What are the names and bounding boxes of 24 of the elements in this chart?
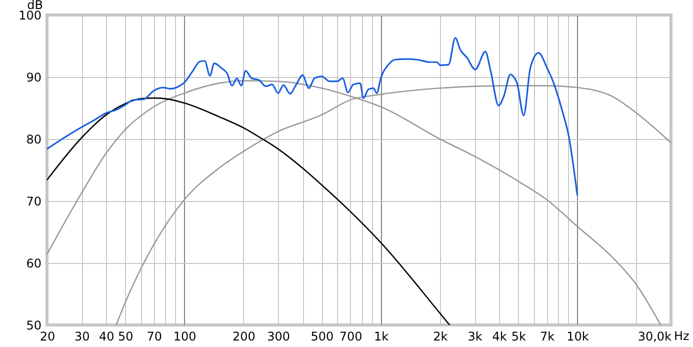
- x-tick-label: 700: [339, 330, 362, 344]
- x-tick-label: 7k: [540, 330, 555, 344]
- x-tick-label: 40: [99, 330, 114, 344]
- y-tick-label: 60: [26, 256, 42, 270]
- y-tick-label: 90: [26, 70, 42, 84]
- x-tick-label: 70: [146, 330, 162, 344]
- x-tick-label: 10k: [566, 330, 589, 344]
- x-tick-label: 200: [232, 330, 256, 344]
- x-tick-label: 5k: [511, 330, 526, 344]
- x-tick-label: 500: [310, 330, 334, 344]
- y-tick-label: 80: [26, 132, 42, 146]
- x-tick-label: 100: [173, 330, 196, 344]
- x-tick-label: 300: [267, 330, 290, 344]
- x-tick-label: 20: [40, 330, 56, 344]
- x-tick-label: 2k: [433, 330, 448, 344]
- x-tick-label: 1k: [374, 330, 389, 344]
- x-tick-label: 4k: [492, 330, 507, 344]
- y-tick-label: 50: [26, 318, 42, 332]
- y-tick-label: 70: [26, 194, 42, 208]
- x-axis-title: Hz: [674, 329, 690, 343]
- x-tick-label: 30,0k: [638, 330, 672, 344]
- x-tick-label: 3k: [468, 330, 482, 344]
- x-tick-label: 50: [118, 330, 134, 344]
- x-tick-label: 30: [74, 330, 90, 344]
